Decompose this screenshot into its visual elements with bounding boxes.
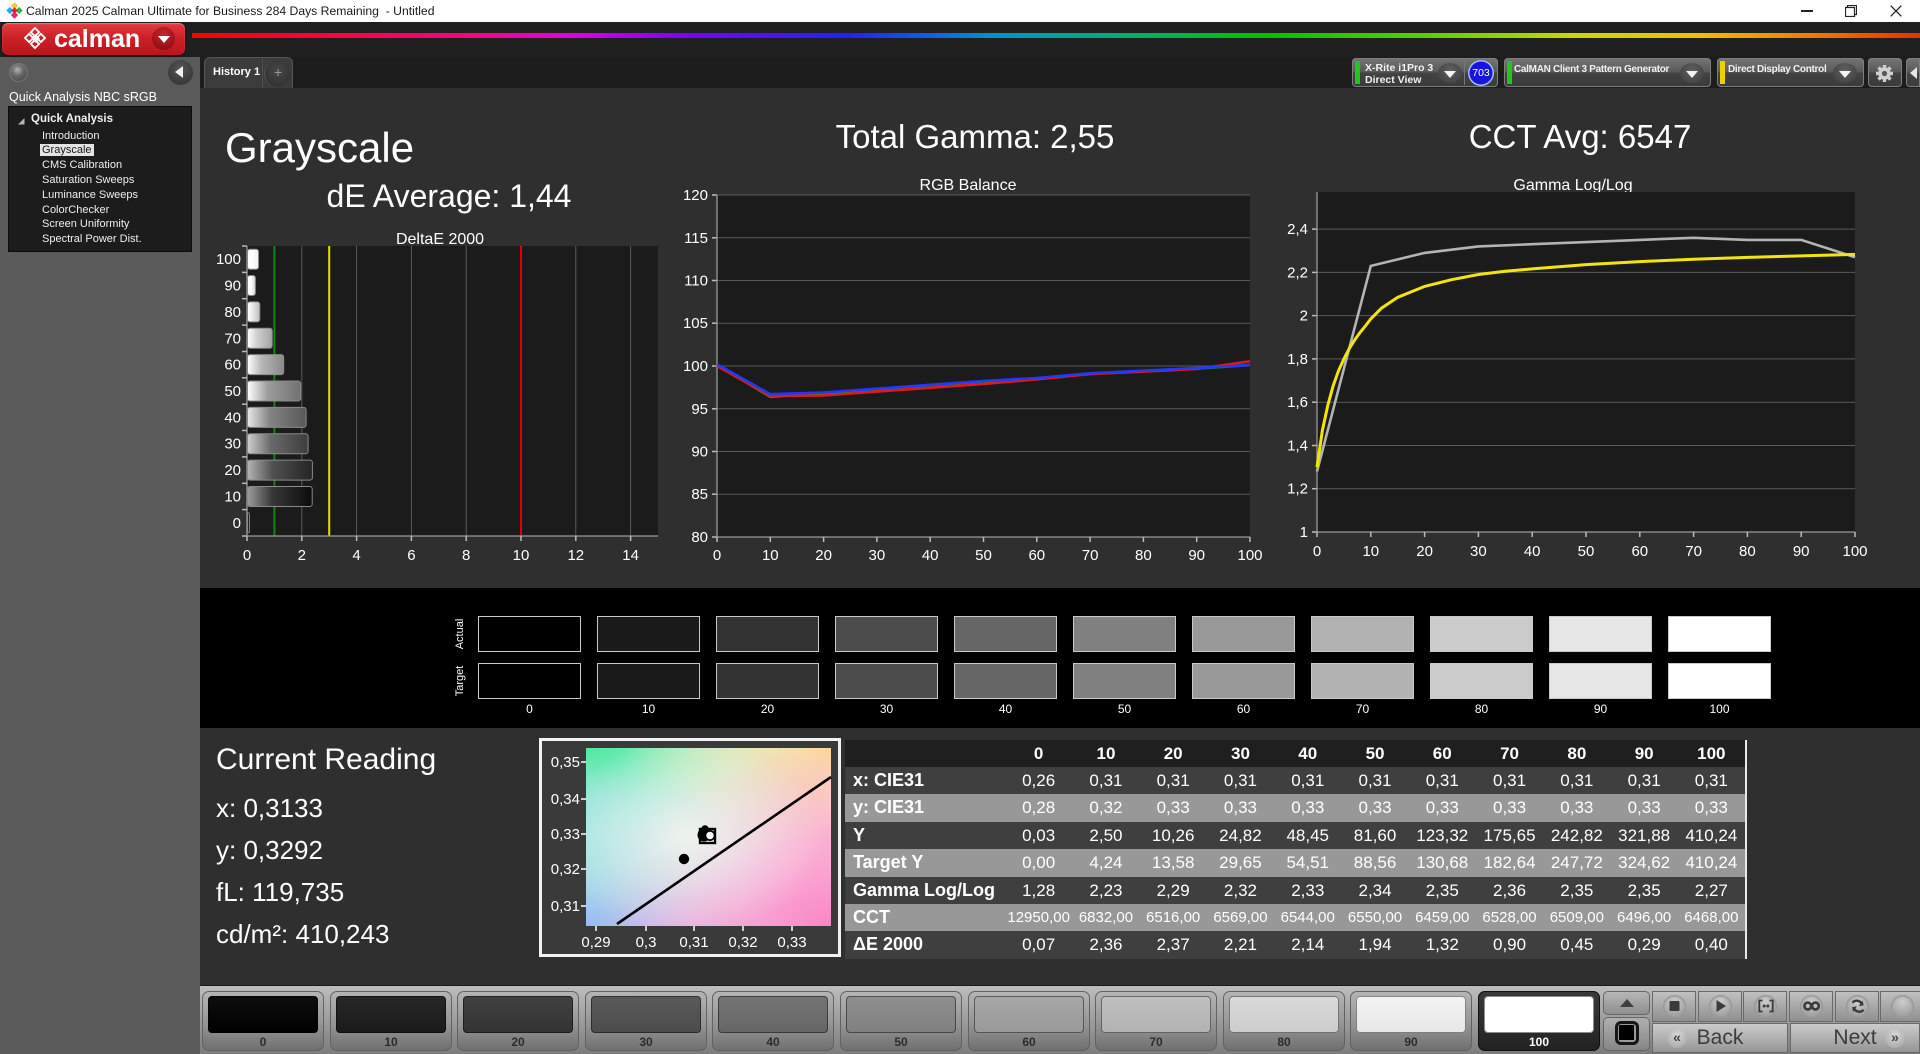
svg-text:20: 20	[1416, 543, 1433, 560]
svg-text:70: 70	[224, 330, 241, 347]
svg-text:20: 20	[224, 462, 241, 479]
svg-text:30: 30	[224, 436, 241, 453]
svg-text:1,4: 1,4	[1287, 438, 1308, 455]
svg-text:40: 40	[224, 409, 241, 426]
svg-text:40: 40	[922, 547, 939, 564]
svg-text:Gamma Log/Log: Gamma Log/Log	[1513, 177, 1632, 194]
svg-text:60: 60	[224, 357, 241, 374]
svg-text:10: 10	[762, 547, 779, 564]
svg-text:90: 90	[224, 278, 241, 295]
svg-text:0: 0	[243, 547, 251, 564]
svg-text:70: 70	[1685, 543, 1702, 560]
svg-text:30: 30	[1470, 543, 1487, 560]
svg-text:0,34: 0,34	[551, 791, 580, 808]
svg-text:RGB Balance: RGB Balance	[920, 177, 1017, 194]
svg-text:110: 110	[684, 273, 708, 290]
svg-text:10: 10	[513, 547, 530, 564]
svg-text:80: 80	[1739, 543, 1756, 560]
svg-text:100: 100	[683, 358, 708, 375]
svg-text:50: 50	[975, 547, 992, 564]
svg-text:100: 100	[216, 251, 241, 268]
svg-text:80: 80	[1135, 547, 1152, 564]
svg-text:dE Average: 1,44: dE Average: 1,44	[327, 178, 572, 214]
svg-text:100: 100	[1842, 543, 1867, 560]
svg-text:2: 2	[298, 547, 306, 564]
svg-text:0: 0	[233, 515, 241, 532]
svg-text:80: 80	[224, 304, 241, 321]
svg-text:90: 90	[691, 444, 708, 461]
svg-text:0,31: 0,31	[679, 934, 708, 951]
svg-text:50: 50	[1578, 543, 1595, 560]
svg-text:6: 6	[407, 547, 415, 564]
svg-text:105: 105	[683, 315, 708, 332]
svg-text:14: 14	[622, 547, 639, 564]
svg-text:85: 85	[691, 486, 708, 503]
svg-text:1,8: 1,8	[1287, 351, 1308, 368]
svg-text:1: 1	[1300, 524, 1308, 541]
svg-text:1,2: 1,2	[1287, 481, 1308, 498]
svg-text:20: 20	[815, 547, 832, 564]
svg-text:10: 10	[1362, 543, 1379, 560]
svg-text:115: 115	[684, 230, 708, 247]
svg-text:1,6: 1,6	[1287, 394, 1308, 411]
svg-text:8: 8	[462, 547, 470, 564]
svg-text:DeltaE 2000: DeltaE 2000	[396, 231, 484, 248]
svg-text:60: 60	[1631, 543, 1648, 560]
svg-text:Grayscale: Grayscale	[225, 124, 414, 171]
svg-text:CCT Avg: 6547: CCT Avg: 6547	[1469, 118, 1692, 155]
svg-text:12: 12	[567, 547, 584, 564]
svg-text:60: 60	[1028, 547, 1045, 564]
svg-text:100: 100	[1237, 547, 1262, 564]
svg-text:90: 90	[1188, 547, 1205, 564]
svg-text:4: 4	[352, 547, 360, 564]
svg-text:80: 80	[691, 529, 708, 546]
svg-text:40: 40	[1524, 543, 1541, 560]
svg-text:50: 50	[224, 383, 241, 400]
svg-text:70: 70	[1082, 547, 1099, 564]
svg-text:0,29: 0,29	[581, 934, 610, 951]
svg-text:0,33: 0,33	[777, 934, 806, 951]
svg-text:0,3: 0,3	[636, 934, 657, 951]
svg-text:0: 0	[1313, 543, 1321, 560]
svg-text:Total Gamma: 2,55: Total Gamma: 2,55	[836, 118, 1115, 155]
svg-text:2,4: 2,4	[1287, 221, 1308, 238]
svg-text:30: 30	[869, 547, 886, 564]
svg-text:0,32: 0,32	[551, 861, 580, 878]
svg-text:0: 0	[713, 547, 721, 564]
svg-text:0,31: 0,31	[551, 898, 580, 915]
svg-text:10: 10	[224, 489, 241, 506]
svg-text:2: 2	[1300, 308, 1308, 325]
svg-text:0,32: 0,32	[728, 934, 757, 951]
svg-text:120: 120	[683, 187, 708, 204]
svg-text:0,33: 0,33	[551, 826, 580, 843]
svg-text:95: 95	[691, 401, 708, 418]
svg-text:2,2: 2,2	[1287, 264, 1308, 281]
svg-text:90: 90	[1793, 543, 1810, 560]
svg-text:0,35: 0,35	[551, 754, 580, 771]
